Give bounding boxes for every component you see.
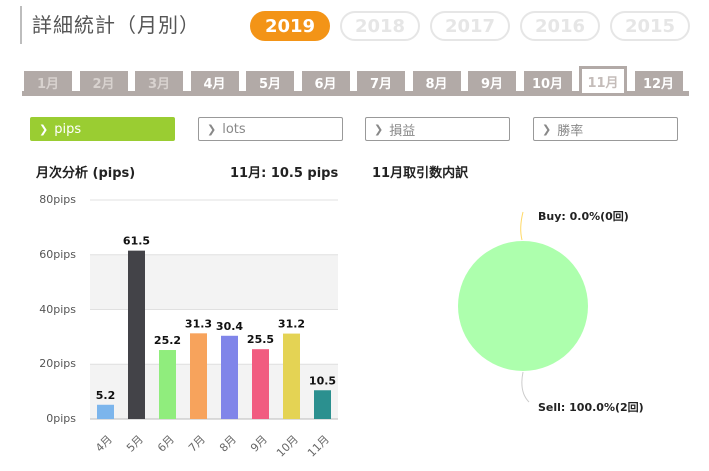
month-tab-4[interactable]: 4月 [190,71,239,93]
chevron-right-icon: ❯ [542,122,552,136]
bar-value-label: 5.2 [96,389,116,402]
bar-value-label: 30.4 [216,320,243,333]
bar-6月 [159,350,176,419]
y-tick-label: 60pips [39,247,76,261]
month-tab-3[interactable]: 3月 [135,71,183,93]
metric-button-3[interactable]: ❯ 損益 [365,117,510,141]
metric-label: 損益 [389,123,416,139]
year-button-2017[interactable]: 2017 [430,11,510,41]
metric-label: lots [222,121,246,137]
page-title: 詳細統計（月別） [32,13,200,37]
y-tick-label: 20pips [39,357,76,371]
bar-10月 [283,333,300,419]
y-tick-label: 80pips [39,193,76,206]
month-tab-8[interactable]: 8月 [412,71,461,93]
bar-11月 [314,390,331,419]
bar-9月 [252,349,269,419]
year-selector: 2019 2018 2017 2016 2015 [250,11,690,41]
month-tab-1[interactable]: 1月 [24,71,72,93]
bar-8月 [221,335,238,419]
y-tick-label: 0pips [46,412,76,425]
bar-5月 [128,250,145,419]
month-tabs: 1月 2月 3月 4月 5月 6月 7月 8月 9月 10月 11月 12月 [22,66,689,96]
month-tab-6[interactable]: 6月 [301,71,350,93]
pie-label-sell: Sell: 100.0%(2回) [538,401,644,414]
chevron-right-icon: ❯ [374,122,384,136]
month-tab-bar [22,91,689,96]
pie-label-buy: Buy: 0.0%(0回) [538,210,629,223]
pie-connector-sell [521,371,530,403]
bar-value-label: 25.5 [247,333,274,346]
bar-value-label: 31.2 [278,318,305,331]
bar-value-label: 61.5 [123,235,150,248]
year-button-2018[interactable]: 2018 [340,11,420,41]
bar-4月 [97,404,114,419]
month-tab-5[interactable]: 5月 [246,71,294,93]
pie-chart-title: 11月取引数内訳 [372,166,469,181]
year-button-2015[interactable]: 2015 [610,11,690,41]
month-tab-12[interactable]: 12月 [634,71,683,93]
bar-chart-title: 月次分析 (pips) [36,166,136,181]
metric-button-2[interactable]: ❯ lots [198,117,343,141]
metric-label: 勝率 [557,123,584,139]
month-tab-11[interactable]: 11月 [579,66,627,93]
bar-7月 [190,333,207,419]
month-tab-10[interactable]: 10月 [523,71,572,93]
grid-band [90,200,338,255]
month-tab-7[interactable]: 7月 [357,71,405,93]
year-button-2016[interactable]: 2016 [520,11,600,41]
bar-value-label: 25.2 [154,334,181,347]
bar-chart-summary: 11月: 10.5 pips [230,166,339,181]
month-tab-9[interactable]: 9月 [468,71,516,93]
metric-label: pips [54,121,82,137]
metric-button-4[interactable]: ❯ 勝率 [533,117,678,141]
bar-value-label: 31.3 [185,317,212,330]
bar-value-label: 10.5 [309,374,336,387]
y-tick-label: 40pips [39,302,76,316]
metric-button-1[interactable]: ❯ pips [30,117,175,141]
year-button-2019[interactable]: 2019 [250,11,330,41]
pie-slice-1 [458,241,588,371]
chevron-right-icon: ❯ [39,122,49,136]
month-tab-2[interactable]: 2月 [79,71,128,93]
page-title-wrap: 詳細統計（月別） [20,6,200,44]
pie-connector-buy [520,211,524,241]
chevron-right-icon: ❯ [207,122,217,136]
